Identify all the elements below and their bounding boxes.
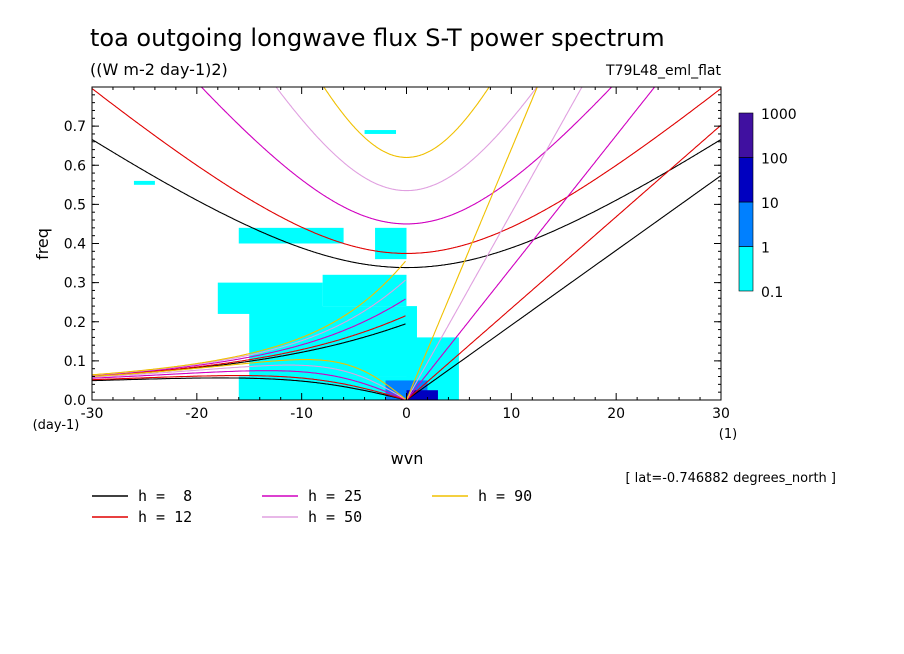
dispersion-curves	[92, 87, 721, 400]
y-axis-label: freq	[33, 228, 52, 260]
dispersion-curve-h25-ig	[200, 87, 613, 225]
chart-title: toa outgoing longwave flux S-T power spe…	[90, 24, 665, 52]
colorbar-label-3: 100	[761, 152, 788, 168]
dispersion-curve-h90-kelvin	[405, 87, 538, 400]
dispersion-curve-h90-mrg	[92, 260, 406, 376]
x-tick-label-2: -10	[290, 406, 313, 422]
y-tick-label-7: 0.7	[64, 119, 86, 135]
power-region-3	[217, 282, 323, 314]
dispersion-curve-h25-erw	[92, 370, 406, 400]
x-tick-label-6: 30	[712, 406, 730, 422]
colorbar-label-2: 10	[761, 196, 779, 212]
legend-label-h90: h = 90	[478, 487, 532, 505]
dispersion-curve-h90-ig	[323, 87, 490, 159]
legend-label-h12: h = 12	[138, 508, 192, 526]
colorbar: 0.1 1 10 100 1000	[738, 107, 797, 301]
x-tick-label-1: -20	[185, 406, 208, 422]
y-tick-label-5: 0.5	[64, 197, 86, 213]
x-tick-label-3: 0	[402, 406, 411, 422]
x-unit-label: (1)	[719, 427, 737, 442]
colorbar-label-4: 1000	[761, 107, 797, 123]
legend: h = 8 h = 12 h = 25 h = 50 h = 90	[92, 487, 532, 526]
colorbar-swatch-0	[738, 246, 754, 292]
legend-label-h50: h = 50	[308, 508, 362, 526]
power-regions	[133, 130, 459, 400]
dispersion-curve-h50-ig	[275, 87, 538, 192]
plot-area: -30 -20 -10 0 10 20 30 0.0 0.1 0.2 0.3 0.4 0.5 0.6 0.7	[64, 86, 730, 422]
dispersion-curve-h90-erw	[92, 359, 406, 400]
dispersion-curve-h50-erw	[92, 364, 406, 400]
x-tick-label-0: -30	[81, 406, 104, 422]
chart-subtitle: ((W m-2 day-1)2)	[90, 60, 228, 79]
power-region-7	[133, 180, 155, 185]
colorbar-label-1: 1	[761, 241, 770, 257]
colorbar-swatch-2	[738, 157, 754, 203]
y-tick-label-3: 0.3	[64, 276, 86, 292]
x-axis-label: wvn	[391, 449, 424, 468]
dispersion-curve-h8-ig	[92, 138, 721, 269]
dispersion-curve-h8-kelvin	[406, 175, 721, 400]
y-tick-label-6: 0.6	[64, 158, 86, 174]
y-tick-label-1: 0.1	[64, 354, 86, 370]
dispersion-curve-h8-erw	[92, 377, 406, 400]
dispersion-curve-h12-erw	[92, 375, 406, 400]
legend-label-h25: h = 25	[308, 487, 362, 505]
dispersion-curve-h12-kelvin	[406, 124, 721, 400]
power-region-5	[375, 227, 407, 260]
power-region-0	[238, 376, 407, 400]
x-tick-label-4: 10	[502, 406, 520, 422]
y-unit-label: (day-1)	[33, 418, 80, 433]
colorbar-swatch-3	[738, 112, 754, 158]
dispersion-curve-h50-kelvin	[406, 87, 583, 400]
y-tick-label-0: 0.0	[64, 393, 86, 409]
y-tick-label-4: 0.4	[64, 237, 86, 253]
y-tick-label-2: 0.2	[64, 315, 86, 331]
dispersion-curve-h25-kelvin	[406, 87, 656, 400]
footnote: [ lat=-0.746882 degrees_north ]	[625, 471, 836, 486]
x-tick-label-5: 20	[607, 406, 625, 422]
run-label: T79L48_eml_flat	[605, 63, 722, 79]
dispersion-curve-h12-ig	[92, 88, 721, 254]
power-region-10	[406, 390, 438, 400]
legend-label-h8: h = 8	[138, 487, 192, 505]
power-region-8	[364, 130, 397, 134]
colorbar-label-0: 0.1	[761, 285, 783, 301]
power-region-6	[238, 227, 344, 244]
dispersion-curve-h12-mrg	[92, 315, 406, 377]
dispersion-curve-h25-mrg	[92, 298, 406, 377]
colorbar-swatch-1	[738, 201, 754, 247]
